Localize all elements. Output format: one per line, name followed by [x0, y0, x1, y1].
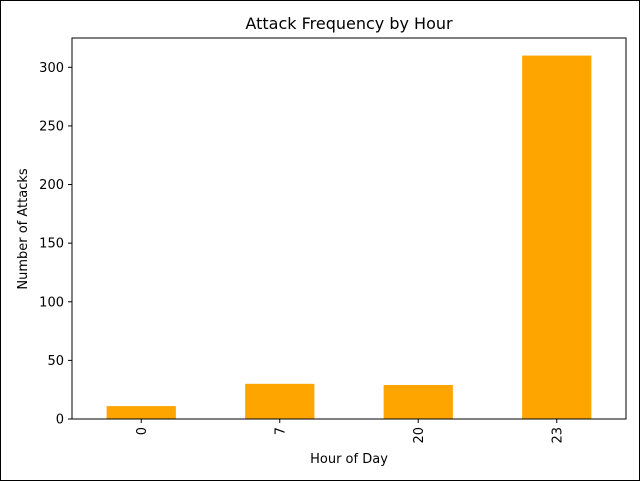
x-tick-label: 7 [273, 427, 288, 435]
y-tick-label: 0 [56, 413, 64, 428]
bar-series [106, 55, 592, 419]
chart-title: Attack Frequency by Hour [245, 14, 453, 33]
bar-hour-0 [106, 406, 176, 419]
x-axis: 0 7 20 23 [135, 419, 565, 444]
y-tick-label: 300 [39, 61, 64, 76]
y-axis: 0 50 100 150 200 250 300 [39, 61, 72, 428]
y-tick-label: 50 [47, 354, 64, 369]
y-tick-label: 200 [39, 178, 64, 193]
x-axis-label: Hour of Day [310, 452, 388, 467]
x-tick-label: 20 [412, 427, 427, 444]
plot-frame [71, 37, 627, 420]
bar-hour-23 [522, 55, 592, 419]
y-axis-label: Number of Attacks [16, 168, 31, 290]
bar-hour-20 [383, 385, 453, 419]
y-tick-label: 150 [39, 237, 64, 252]
y-tick-label: 100 [39, 295, 64, 310]
x-tick-label: 23 [550, 427, 565, 444]
y-tick-label: 250 [39, 119, 64, 134]
x-tick-label: 0 [135, 427, 150, 435]
bar-hour-7 [245, 383, 315, 419]
